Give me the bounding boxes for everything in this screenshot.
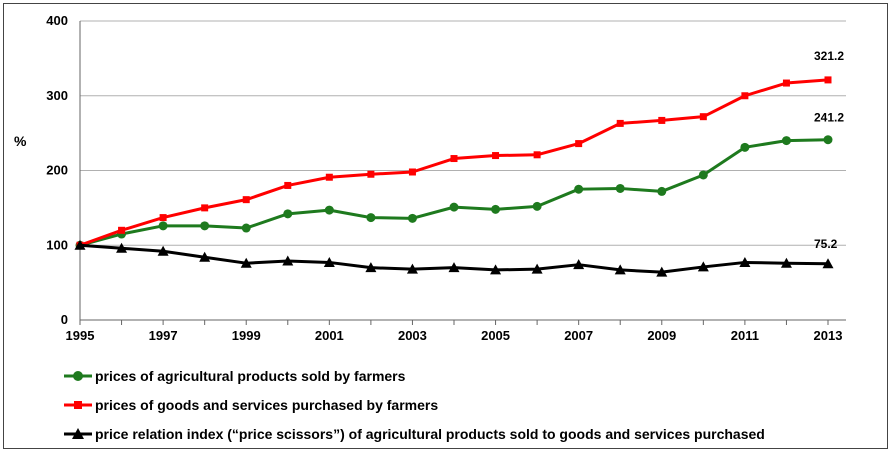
axes — [79, 21, 846, 325]
data-point-triangle — [323, 256, 335, 267]
x-tick-label: 2001 — [315, 328, 344, 343]
data-point-triangle — [531, 263, 543, 274]
end-value-label: 321.2 — [814, 49, 844, 63]
y-tick-label: 300 — [46, 88, 68, 103]
data-point-triangle — [780, 257, 792, 268]
data-point-square — [782, 79, 790, 87]
line-chart: 0 100 200 300 400 1995 1997 1999 2001 2003 2005 20… — [14, 13, 846, 442]
data-point-circle — [532, 201, 542, 211]
x-tick-label: 2013 — [814, 328, 843, 343]
data-point-square — [616, 119, 624, 127]
data-point-square — [201, 204, 209, 212]
y-tick-label: 0 — [61, 312, 68, 327]
data-point-circle — [449, 202, 459, 212]
series-2 — [74, 239, 834, 277]
x-tick-label: 1997 — [149, 328, 178, 343]
data-point-triangle — [282, 255, 294, 266]
data-point-triangle — [697, 261, 709, 272]
data-point-square — [658, 116, 666, 124]
series-1 — [76, 76, 832, 249]
data-point-circle — [698, 170, 708, 180]
legend-item: prices of agricultural products sold by … — [64, 368, 406, 384]
data-point-circle — [615, 183, 625, 193]
y-tick-label: 200 — [46, 163, 68, 178]
series-0 — [75, 135, 833, 250]
data-point-triangle — [157, 245, 169, 256]
data-point-triangle — [656, 266, 668, 277]
data-point-circle — [491, 204, 501, 214]
x-tick-label: 2003 — [398, 328, 427, 343]
end-value-label: 75.2 — [814, 237, 838, 251]
legend-label: prices of goods and services purchased b… — [95, 397, 438, 413]
data-point-triangle — [490, 264, 502, 275]
y-axis-label: % — [14, 133, 27, 149]
data-point-square — [533, 151, 541, 159]
data-point-triangle — [199, 251, 211, 262]
data-point-circle — [283, 209, 293, 219]
y-tick-label: 100 — [46, 237, 68, 252]
data-point-square — [74, 401, 82, 409]
data-point-circle — [657, 186, 667, 196]
data-point-triangle — [365, 262, 377, 273]
data-point-circle — [823, 135, 833, 145]
series-line — [79, 78, 829, 247]
data-point-circle — [241, 223, 251, 233]
data-point-square — [159, 214, 167, 222]
data-point-square — [284, 181, 292, 189]
data-point-circle — [574, 184, 584, 194]
data-point-triangle — [240, 257, 252, 268]
x-tick-label: 1995 — [66, 328, 95, 343]
x-tick-label: 2007 — [564, 328, 593, 343]
data-point-triangle — [406, 263, 418, 274]
legend: prices of agricultural products sold by … — [64, 368, 765, 442]
data-point-triangle — [72, 428, 84, 439]
data-labels: 241.2 321.2 75.2 — [814, 49, 844, 251]
data-point-square — [492, 152, 500, 160]
data-point-circle — [73, 371, 83, 381]
data-point-triangle — [739, 256, 751, 267]
data-point-circle — [324, 205, 334, 215]
data-point-square — [450, 155, 458, 163]
data-point-triangle — [573, 259, 585, 270]
legend-label: price relation index (“price scissors”) … — [95, 426, 765, 442]
legend-label: prices of agricultural products sold by … — [95, 368, 406, 384]
data-point-square — [408, 168, 416, 176]
x-tick-label: 2011 — [731, 328, 759, 343]
chart-frame: 0 100 200 300 400 1995 1997 1999 2001 2003 2005 20… — [3, 3, 888, 449]
data-point-triangle — [116, 242, 128, 253]
gridlines — [80, 20, 846, 246]
data-point-circle — [740, 142, 750, 152]
y-tick-labels: 0 100 200 300 400 — [46, 13, 68, 327]
data-point-square — [367, 170, 375, 178]
data-point-square — [824, 76, 832, 84]
data-point-square — [242, 196, 250, 204]
data-point-triangle — [448, 262, 460, 273]
data-point-circle — [200, 221, 210, 231]
data-point-square — [325, 173, 333, 181]
data-point-triangle — [822, 258, 834, 269]
series-group — [74, 76, 834, 277]
data-point-square — [575, 140, 583, 148]
data-point-circle — [407, 213, 417, 223]
data-point-triangle — [614, 264, 626, 275]
x-tick-labels: 1995 1997 1999 2001 2003 2005 2007 2009 2011 2013 — [66, 328, 843, 343]
data-point-circle — [366, 213, 376, 223]
data-point-circle — [158, 221, 168, 231]
data-point-triangle — [74, 239, 86, 250]
data-point-square — [118, 226, 126, 234]
legend-item: prices of goods and services purchased b… — [64, 397, 438, 413]
x-tick-label: 2005 — [481, 328, 510, 343]
x-tick-label: 2009 — [647, 328, 676, 343]
y-tick-label: 400 — [46, 13, 68, 28]
end-value-label: 241.2 — [814, 111, 844, 125]
data-point-circle — [781, 136, 791, 146]
x-tick-label: 1999 — [232, 328, 261, 343]
data-point-square — [699, 113, 707, 121]
legend-item: price relation index (“price scissors”) … — [64, 426, 765, 442]
data-point-square — [741, 92, 749, 100]
